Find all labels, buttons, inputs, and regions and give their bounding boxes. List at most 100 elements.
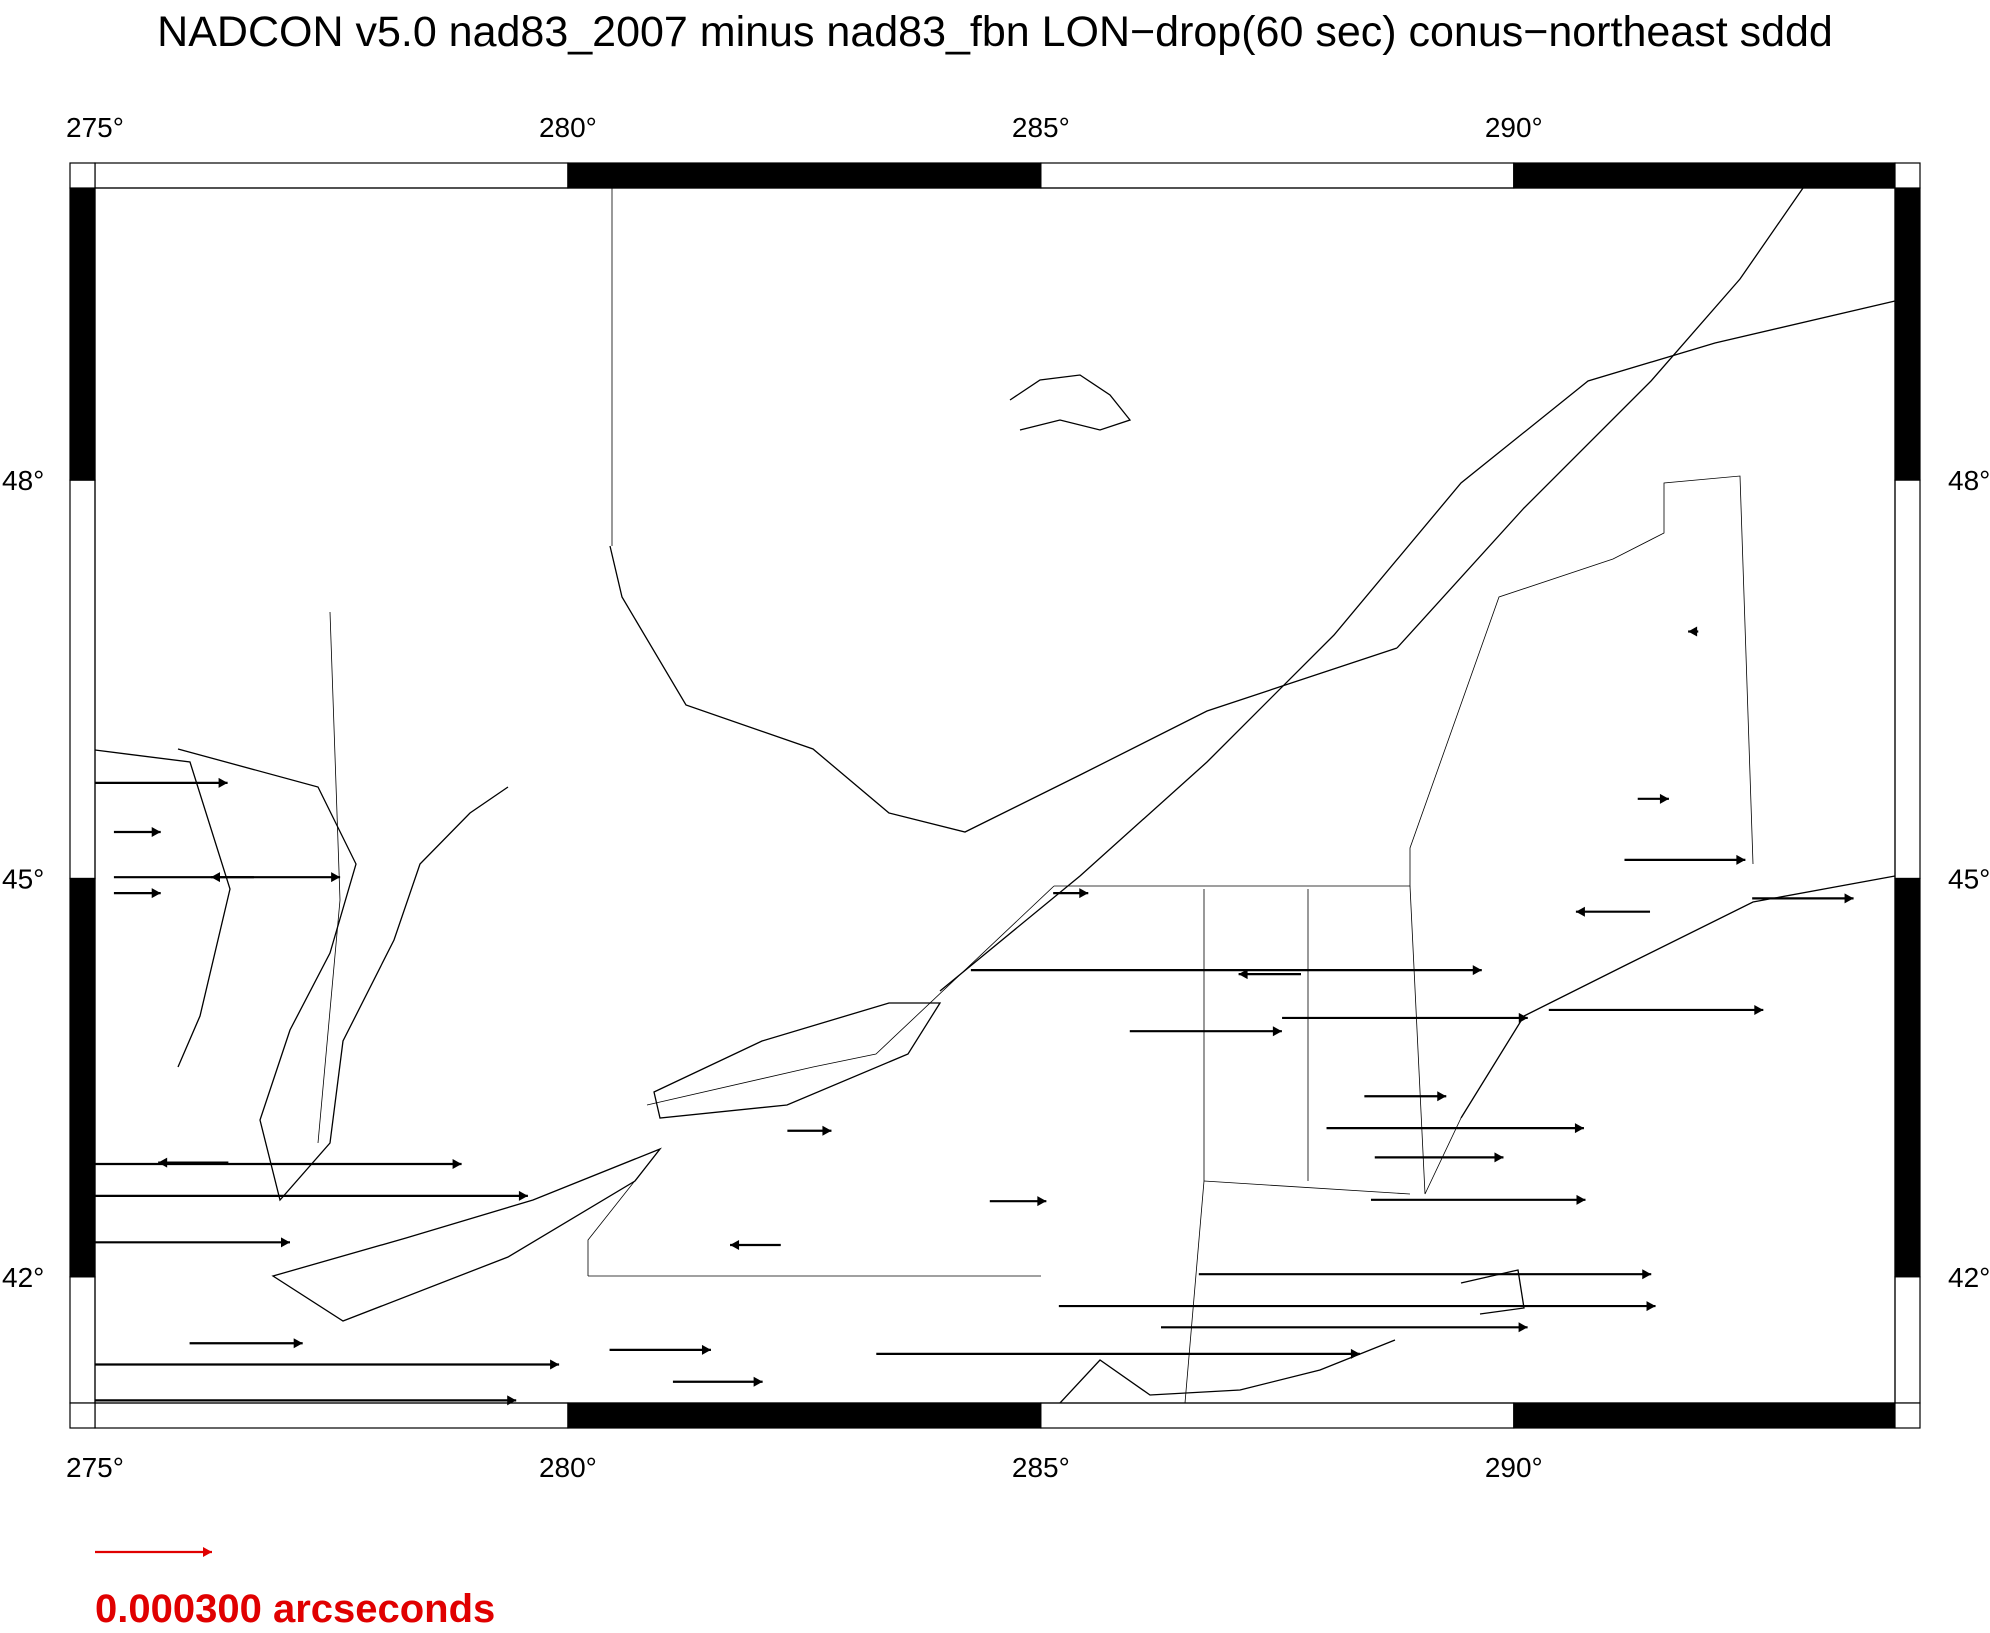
island: [1009, 374, 1132, 431]
vector-arrow: [1688, 626, 1699, 637]
arrow-head: [281, 1237, 290, 1248]
boundary: [646, 885, 1055, 1106]
frame-band: [69, 877, 96, 1278]
vector-arrow: [1575, 906, 1651, 917]
arrow-head: [1642, 1269, 1652, 1280]
vector-arrow: [1752, 893, 1854, 904]
boundary: [1184, 889, 1205, 1404]
vector-arrow: [672, 1376, 763, 1387]
frame-band: [94, 1402, 569, 1429]
arrow-head: [822, 1125, 832, 1136]
frame-band: [1894, 1276, 1921, 1404]
vector-arrow: [113, 888, 161, 899]
lake-huron: [177, 748, 509, 1202]
x-tick-label: 275°: [66, 1452, 124, 1483]
lake-ontario: [653, 1002, 942, 1119]
x-tick-label: 285°: [1012, 112, 1070, 143]
vector-arrow: [989, 1196, 1047, 1207]
cape-cod: [1460, 1269, 1525, 1315]
vector-arrow: [1548, 1004, 1764, 1015]
arrow-head: [550, 1359, 560, 1370]
vector-arrow: [95, 1395, 517, 1406]
arrow-head: [158, 1157, 168, 1168]
coastline: [1460, 875, 1896, 1119]
frame-band: [567, 1402, 1042, 1429]
vector-arrow: [211, 872, 254, 883]
vector-arrow: [1326, 1123, 1584, 1134]
vector-arrow: [1161, 1322, 1528, 1333]
vector-arrow: [1370, 1194, 1586, 1205]
arrow-head: [293, 1338, 303, 1349]
vector-arrow: [95, 1237, 290, 1248]
arrow-head: [1844, 893, 1854, 904]
vector-arrow: [787, 1125, 832, 1136]
frame-inner: [94, 187, 1896, 1404]
vector-arrow: [1374, 1152, 1504, 1163]
arrow-head: [218, 777, 228, 788]
y-tick-label: 45°: [1948, 863, 1990, 894]
vector-arrow: [95, 777, 228, 788]
arrow-head: [507, 1395, 517, 1406]
arrow-head: [211, 872, 221, 883]
vector-arrow: [1282, 1012, 1528, 1023]
vector-arrow: [1129, 1026, 1282, 1037]
frame-band: [69, 187, 96, 481]
boundary: [317, 611, 341, 1144]
y-tick-label: 45°: [2, 863, 44, 894]
y-tick-label: 42°: [2, 1262, 44, 1293]
x-tick-label: 275°: [66, 112, 124, 143]
x-tick-label: 280°: [539, 1452, 597, 1483]
map-title: NADCON v5.0 nad83_2007 minus nad83_fbn L…: [157, 8, 1833, 56]
frame-band: [1040, 162, 1515, 189]
boundary: [1203, 1180, 1411, 1195]
lake-erie: [271, 1147, 662, 1322]
arrow-head: [1754, 1004, 1764, 1015]
frame-band: [1894, 479, 1921, 880]
frame-corner: [1894, 1402, 1921, 1429]
arrow-head: [1574, 1123, 1584, 1134]
x-tick-label: 290°: [1485, 1452, 1543, 1483]
frame-band: [94, 162, 569, 189]
boundary: [1054, 475, 1754, 887]
vector-arrow: [609, 1344, 711, 1355]
vector-arrow: [876, 1348, 1360, 1359]
frame-band: [1513, 1402, 1896, 1429]
frame-band: [1894, 877, 1921, 1278]
y-tick-label: 42°: [1948, 1262, 1990, 1293]
vector-arrow: [730, 1239, 781, 1250]
arrow-head: [1437, 1091, 1447, 1102]
vector-arrow: [1198, 1269, 1652, 1280]
arrow-head: [1518, 1322, 1528, 1333]
arrow-head: [1575, 906, 1585, 917]
arrow-head: [1079, 888, 1089, 899]
arrow-head: [1646, 1301, 1656, 1312]
frame-band: [69, 479, 96, 880]
vector-arrow: [95, 1158, 462, 1169]
x-tick-label: 280°: [539, 112, 597, 143]
arrow-head: [701, 1344, 711, 1355]
vector-arrow: [970, 965, 1482, 976]
vector-arrow: [1058, 1301, 1656, 1312]
frame-band: [69, 1276, 96, 1404]
vector-arrow: [1364, 1091, 1447, 1102]
coastline: [94, 749, 231, 1068]
vector-arrow: [95, 1359, 560, 1370]
legend-arrow: [95, 1547, 212, 1557]
vector-arrow: [1624, 854, 1746, 865]
arrow-head: [1494, 1152, 1504, 1163]
arrow-head: [1350, 1348, 1360, 1359]
vector-arrow: [1053, 888, 1089, 899]
vectors: [95, 626, 1854, 1406]
vector-arrow: [1238, 969, 1301, 980]
frame-corner: [69, 162, 96, 189]
arrow-head: [151, 827, 161, 838]
y-tick-label: 48°: [1948, 465, 1990, 496]
frame-band: [1513, 162, 1896, 189]
x-tick-label: 290°: [1485, 112, 1543, 143]
coastline: [1396, 187, 1804, 649]
arrow-head: [331, 872, 341, 883]
frame-band: [1040, 1402, 1515, 1429]
vector-arrow: [113, 827, 161, 838]
arrow-head: [1688, 626, 1698, 637]
